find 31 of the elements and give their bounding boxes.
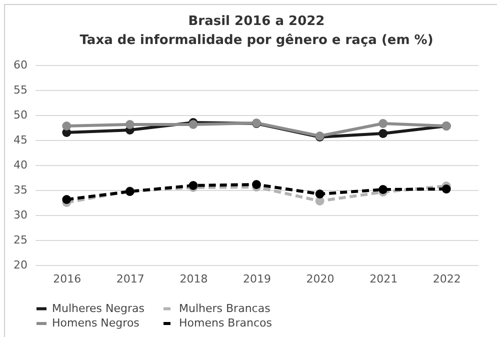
x-tick-label: 2022 bbox=[432, 272, 461, 286]
y-tick-label: 50 bbox=[14, 108, 28, 122]
legend-label: Homens Brancos bbox=[179, 316, 272, 330]
x-tick-label: 2016 bbox=[53, 272, 82, 286]
point bbox=[62, 122, 72, 130]
y-tick-label: 30 bbox=[14, 208, 28, 222]
x-tick-label: 2018 bbox=[180, 272, 208, 286]
point bbox=[252, 180, 261, 189]
point bbox=[315, 190, 324, 198]
chart-subtitle: Taxa de informalidade por gênero e raça (em %) bbox=[80, 33, 434, 48]
chart-title: Brasil 2016 a 2022 bbox=[188, 14, 325, 29]
y-tick-label: 20 bbox=[14, 258, 28, 272]
y-tick-label: 40 bbox=[14, 158, 28, 172]
x-tick-label: 2021 bbox=[370, 272, 398, 286]
x-tick-label: 2020 bbox=[306, 272, 334, 286]
point bbox=[62, 195, 72, 204]
point bbox=[125, 120, 134, 129]
y-tick-label: 25 bbox=[14, 234, 28, 246]
y-tick-label: 55 bbox=[14, 84, 28, 96]
y-tick-label: 45 bbox=[14, 134, 28, 146]
point bbox=[442, 184, 451, 194]
legend-label: Mulhers Brancas bbox=[179, 302, 271, 315]
y-tick-label: 60 bbox=[14, 58, 28, 72]
x-tick-label: 2017 bbox=[116, 272, 144, 286]
y-tick-label: 35 bbox=[14, 184, 28, 196]
point bbox=[378, 185, 388, 194]
x-tick-label: 2019 bbox=[243, 272, 271, 286]
legend-label: Mulheres Negras bbox=[52, 302, 145, 315]
legend-label: Homens Negros bbox=[52, 316, 140, 330]
point bbox=[378, 129, 388, 138]
point bbox=[378, 119, 388, 128]
